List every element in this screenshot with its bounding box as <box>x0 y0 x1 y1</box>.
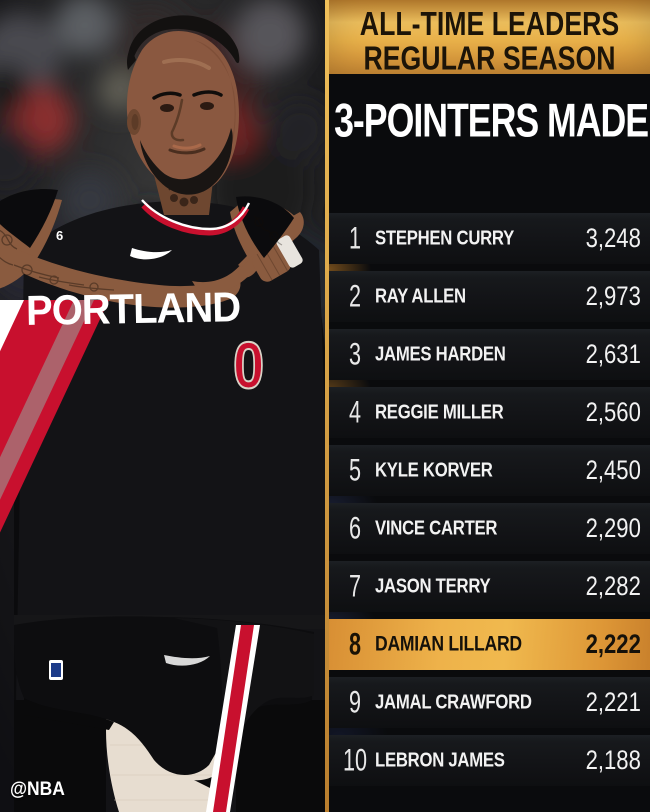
svg-text:6: 6 <box>56 228 63 243</box>
svg-text:0: 0 <box>233 329 264 402</box>
svg-text:PORTLAND: PORTLAND <box>26 283 241 334</box>
